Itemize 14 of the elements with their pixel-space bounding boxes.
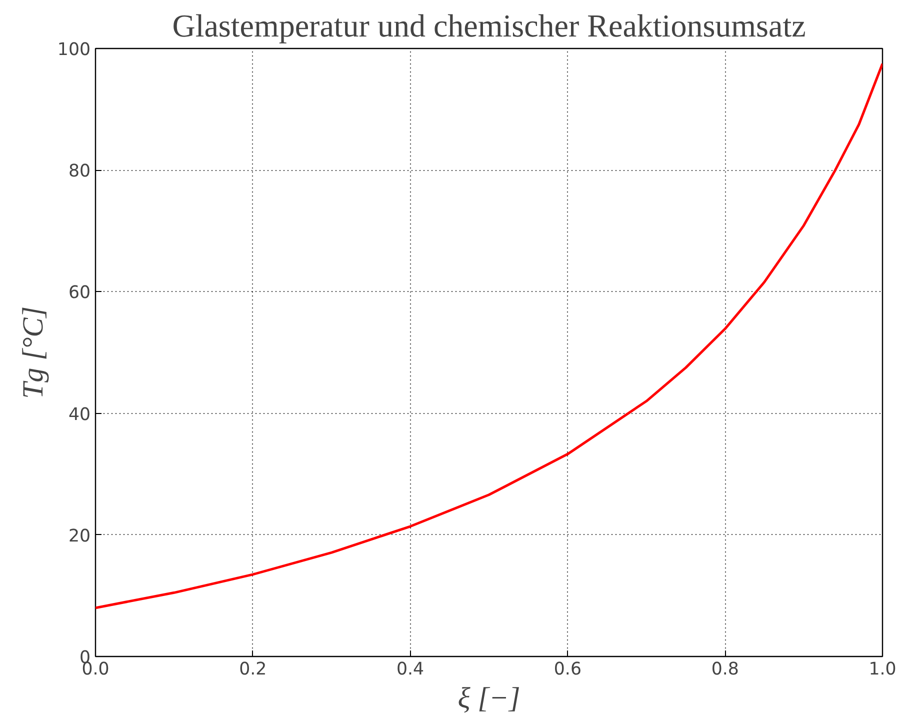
y-tick-label: 100 [57, 40, 91, 60]
chart-title: Glastemperatur und chemischer Reaktionsumsatz [172, 8, 806, 44]
y-tick-label: 80 [68, 162, 91, 182]
x-tick-label: 0.8 [711, 660, 739, 680]
x-axis-title: ξ [−] [458, 682, 520, 714]
x-tick-label: 0.2 [239, 660, 267, 680]
y-axis-title: Tg [°C] [17, 306, 50, 399]
y-tick-label: 40 [68, 404, 91, 425]
x-tick-label: 1.0 [868, 660, 896, 680]
y-tick-label: 20 [68, 526, 91, 546]
x-tick-label: 0.6 [554, 660, 582, 680]
line-series [96, 62, 882, 610]
y-tick-label: 60 [68, 283, 91, 304]
x-tick-label: 0.4 [396, 660, 424, 680]
